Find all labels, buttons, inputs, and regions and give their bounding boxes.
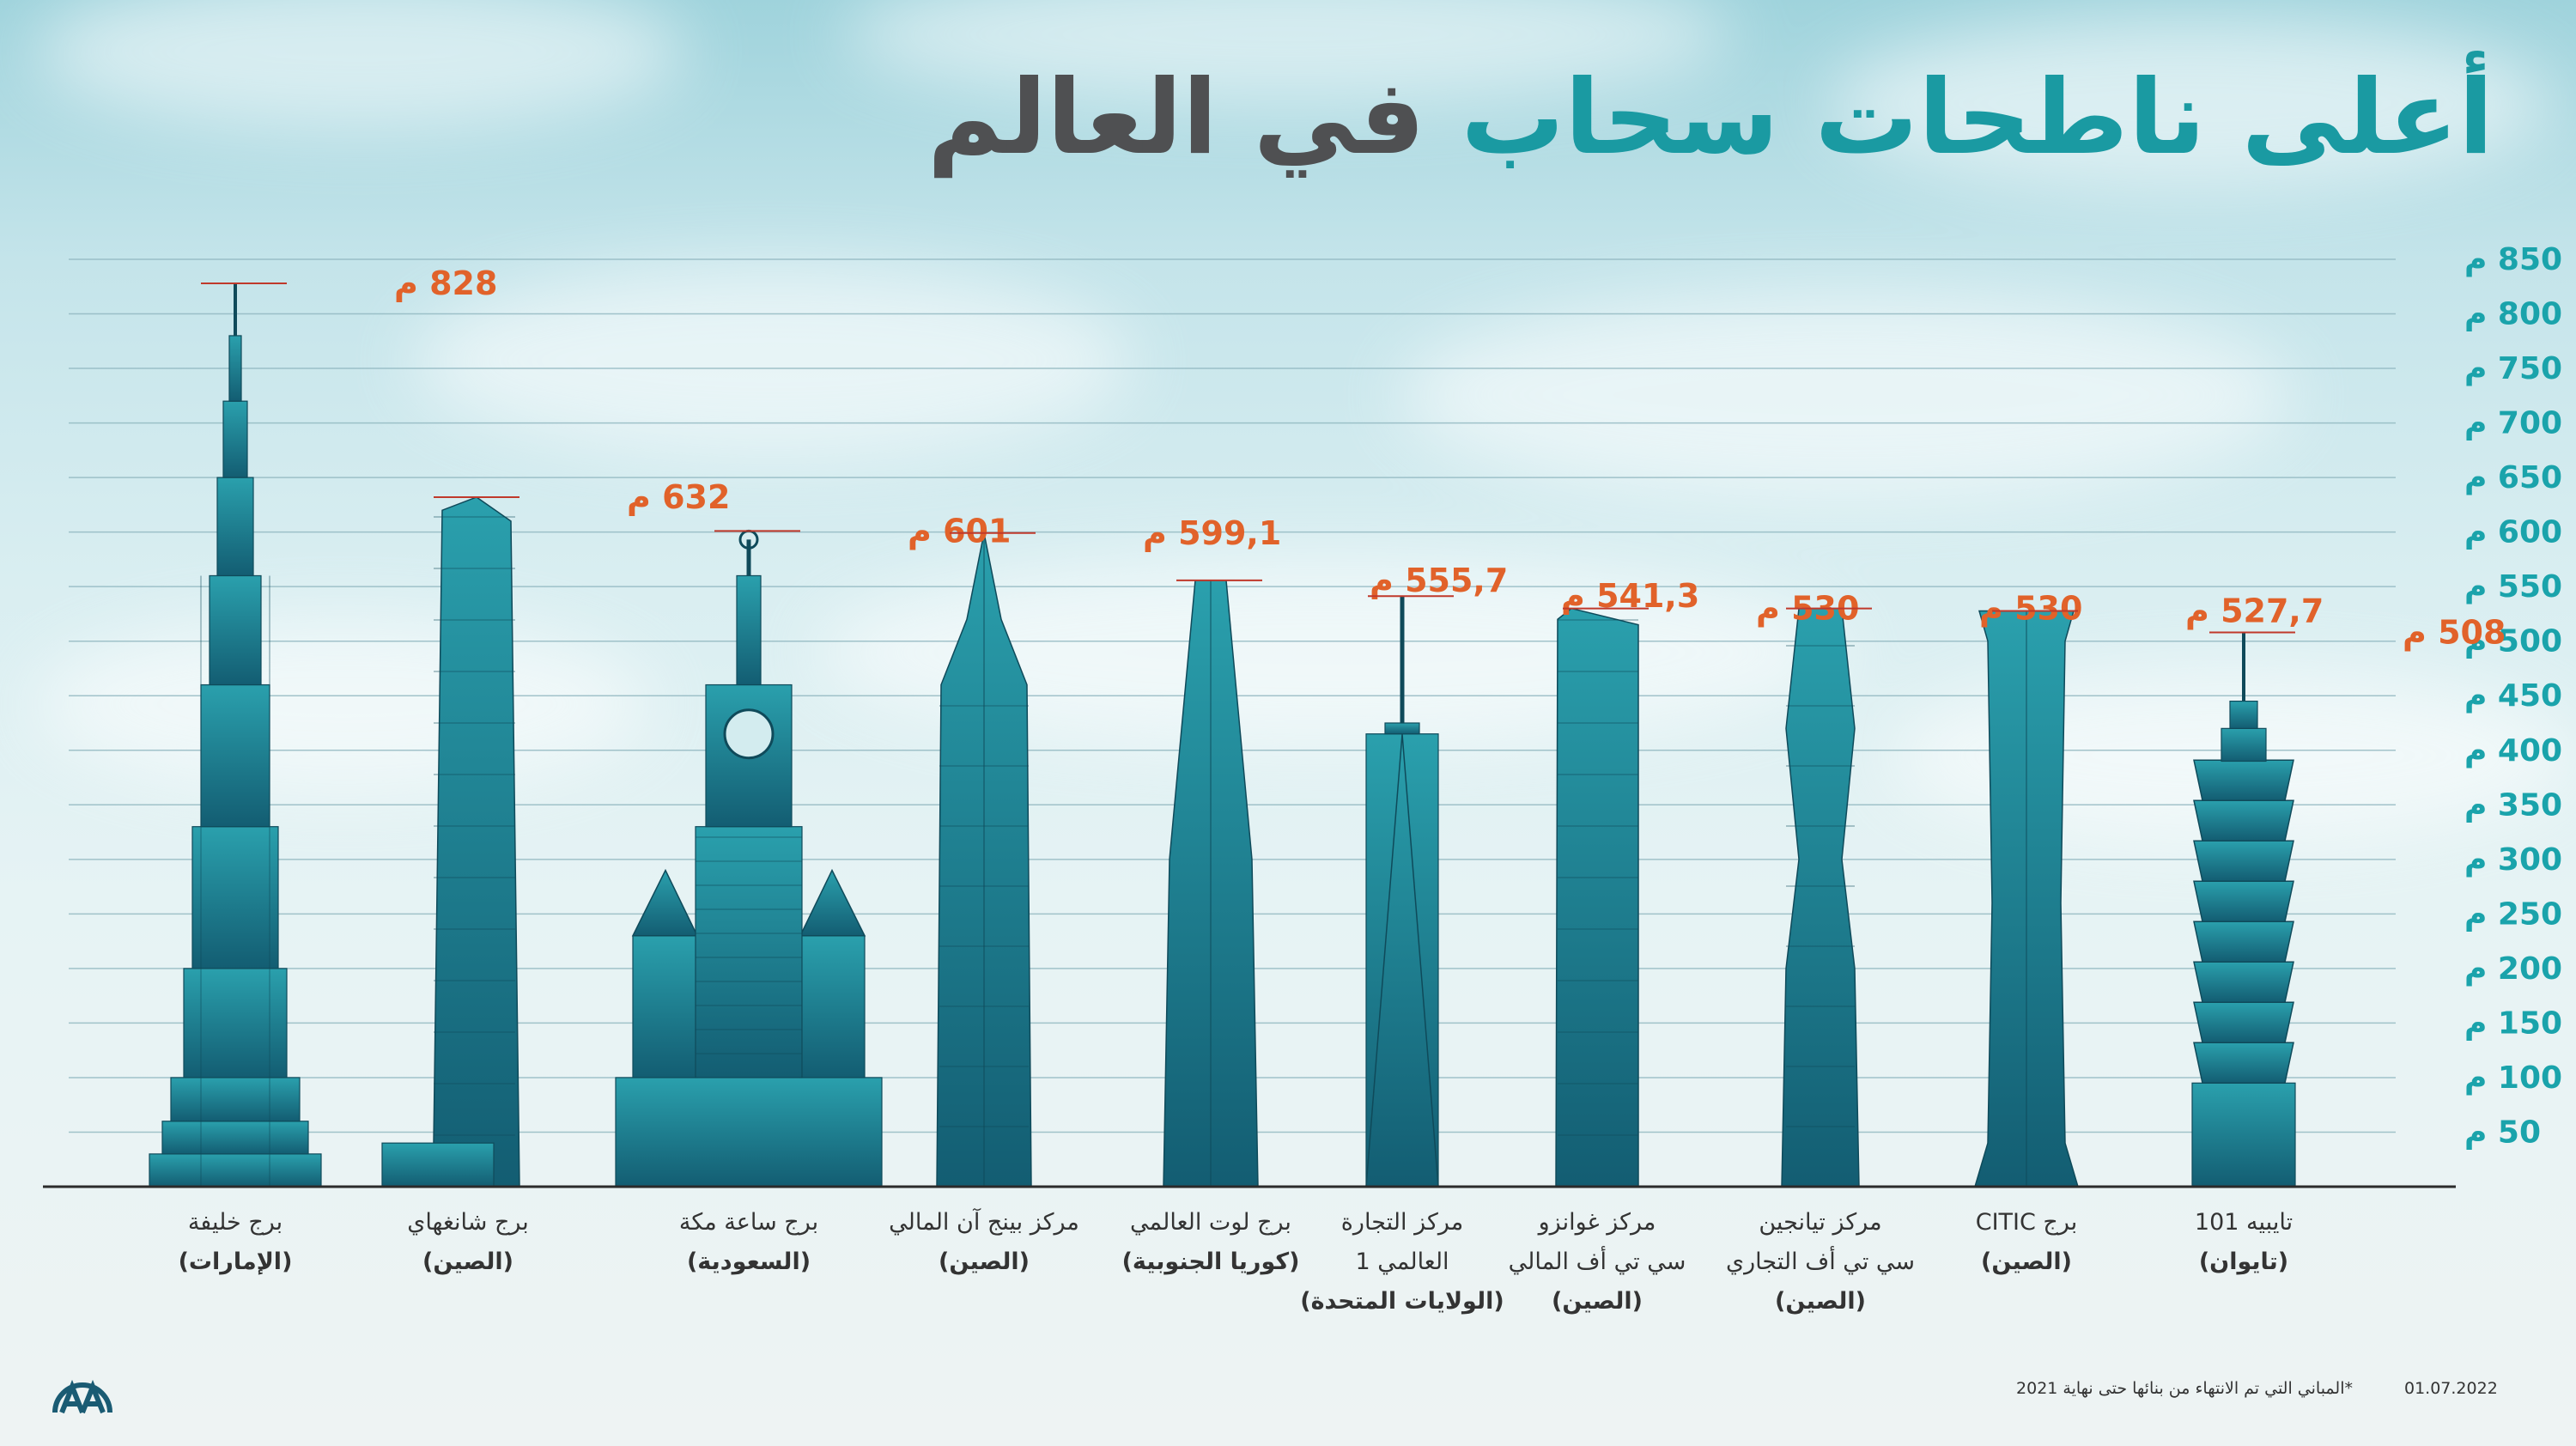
building-ping-an-center (936, 532, 1032, 1188)
building-citic-tower (1973, 610, 2080, 1188)
value-label: 599,1 م (1143, 514, 1281, 553)
x-label-name: سي تي أف المالي (1509, 1245, 1686, 1275)
x-label-name: برج CITIC (1976, 1209, 2078, 1236)
value-label: 508 م (2403, 614, 2506, 653)
x-label-name: مركز بينج آن المالي (889, 1208, 1079, 1236)
value-label: 601 م (908, 512, 1011, 550)
x-label-country: (الصين) (939, 1249, 1030, 1275)
value-label: 527,7 م (2185, 592, 2324, 631)
x-label-name: مركز التجارة (1341, 1209, 1463, 1236)
x-label-name: برج ساعة مكة (679, 1209, 818, 1236)
y-tick-label: 300 م (2464, 842, 2562, 878)
value-label: 541,3 م (1561, 577, 1699, 616)
x-label-name: برج لوت العالمي (1130, 1209, 1291, 1236)
x-label-country: (الصين) (1552, 1288, 1643, 1315)
building-makkah-clock-tower (615, 529, 883, 1188)
building-burj-khalifa (149, 283, 322, 1188)
x-label-country: (الصين) (1981, 1249, 2072, 1275)
y-tick-label: 100 م (2464, 1060, 2562, 1096)
building-taipei-101 (2191, 632, 2296, 1188)
y-tick-label: 750 م (2464, 351, 2562, 386)
aa-logo (50, 1370, 115, 1425)
footnote: *المباني التي تم الانتهاء من بنائها حتى … (2016, 1379, 2353, 1398)
x-label-name: تايبيه 101 (2195, 1209, 2293, 1236)
x-label-country: (الإمارات) (179, 1249, 293, 1275)
title-accent: أعلى ناطحات سحاب (1461, 58, 2494, 178)
building-one-wtc (1365, 596, 1439, 1188)
x-label-country: (الصين) (422, 1249, 513, 1275)
x-label-country: (الولايات المتحدة) (1300, 1288, 1504, 1315)
buildings (149, 283, 2296, 1188)
x-label-name: سي تي أف التجاري (1726, 1245, 1915, 1275)
y-tick-label: 200 م (2464, 951, 2562, 987)
y-tick-label: 250 م (2464, 896, 2562, 932)
x-label-name: برج خليفة (188, 1209, 283, 1236)
height-markers: 828 م 632 م 601 م 599,1 م 555,7 م 541,3 م 530 … (201, 264, 2506, 653)
y-tick-label: 50 م (2464, 1115, 2541, 1150)
building-guangzhou-ctf (1555, 607, 1639, 1188)
x-label-country: (كوريا الجنوبية) (1122, 1249, 1300, 1275)
y-tick-label: 550 م (2464, 569, 2562, 605)
value-label: 828 م (394, 264, 497, 303)
y-tick-label: 450 م (2464, 678, 2562, 714)
y-tick-label: 150 م (2464, 1006, 2562, 1041)
y-tick-label: 800 م (2464, 297, 2562, 332)
x-label-name: العالمي 1 (1355, 1249, 1449, 1275)
y-tick-label: 350 م (2464, 787, 2562, 823)
building-lotte-tower (1163, 580, 1259, 1188)
y-tick-label: 650 م (2464, 460, 2562, 495)
x-label-country: (تايوان) (2199, 1249, 2288, 1275)
y-tick-label: 850 م (2464, 242, 2562, 277)
aa-logo-icon (52, 1379, 112, 1414)
x-axis-labels: برج خليفة (الإمارات) برج شانغهاي (الصين) برج… (179, 1208, 2293, 1315)
x-label-name: مركز تيانجين (1759, 1209, 1881, 1236)
x-label-name: مركز غوانزو (1537, 1209, 1656, 1236)
y-tick-label: 600 م (2464, 515, 2562, 550)
building-shanghai-tower (381, 496, 520, 1188)
building-tianjin-ctf (1781, 607, 1860, 1188)
date: 01.07.2022 (2404, 1379, 2498, 1398)
x-label-name: برج شانغهاي (407, 1209, 529, 1236)
value-label: 555,7 م (1370, 562, 1508, 600)
value-label: 632 م (627, 478, 730, 517)
y-axis-labels: 50 م 100 م 150 م 200 م 250 م 300 م 350 م 400 م 4… (2464, 242, 2562, 1150)
x-label-country: (الصين) (1775, 1288, 1866, 1315)
value-label: 530 م (1979, 590, 2082, 629)
y-tick-label: 400 م (2464, 733, 2562, 769)
x-label-country: (السعودية) (687, 1249, 811, 1275)
title-dark: في العالم (927, 58, 1425, 178)
y-tick-label: 500 م (2464, 624, 2562, 659)
y-tick-label: 700 م (2464, 406, 2562, 441)
page-title: أعلى ناطحات سحاب في العالم (927, 67, 2494, 170)
